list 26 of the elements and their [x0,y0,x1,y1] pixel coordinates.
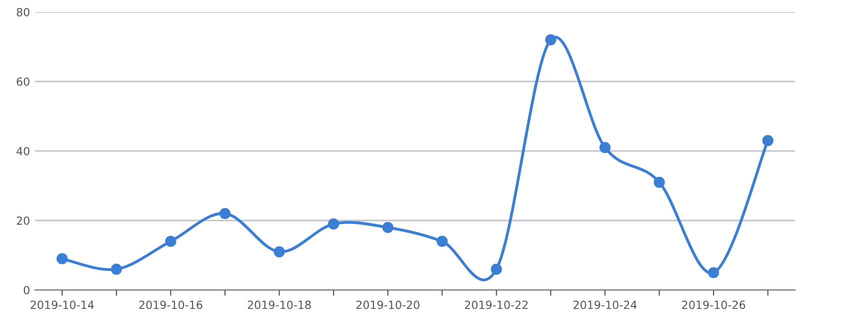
y-tick-label: 0 [24,286,30,294]
point [545,34,556,46]
point [436,236,448,247]
point [762,135,774,146]
point [708,267,720,278]
point [599,142,611,154]
point [274,246,285,258]
point [219,208,231,220]
y-tick-label: 40 [16,146,30,156]
x-tick-label: 2019-10-24 [574,300,637,310]
point [165,236,176,247]
y-tick-label: 80 [16,8,30,16]
point [382,222,394,234]
x-tick-label: 2019-10-26 [682,300,746,310]
point [56,253,68,264]
x-tick-label: 2019-10-16 [139,300,202,310]
y-tick-label: 60 [16,77,30,86]
x-tick-label: 2019-10-18 [248,300,311,310]
x-tick-label: 2019-10-22 [464,300,528,310]
y-tick-label: 20 [16,216,30,225]
point [490,264,502,275]
x-tick-label: 2019-10-14 [30,300,94,310]
point [654,176,665,188]
point [328,218,340,230]
point [110,264,122,275]
x-tick-label: 2019-10-20 [356,300,420,310]
